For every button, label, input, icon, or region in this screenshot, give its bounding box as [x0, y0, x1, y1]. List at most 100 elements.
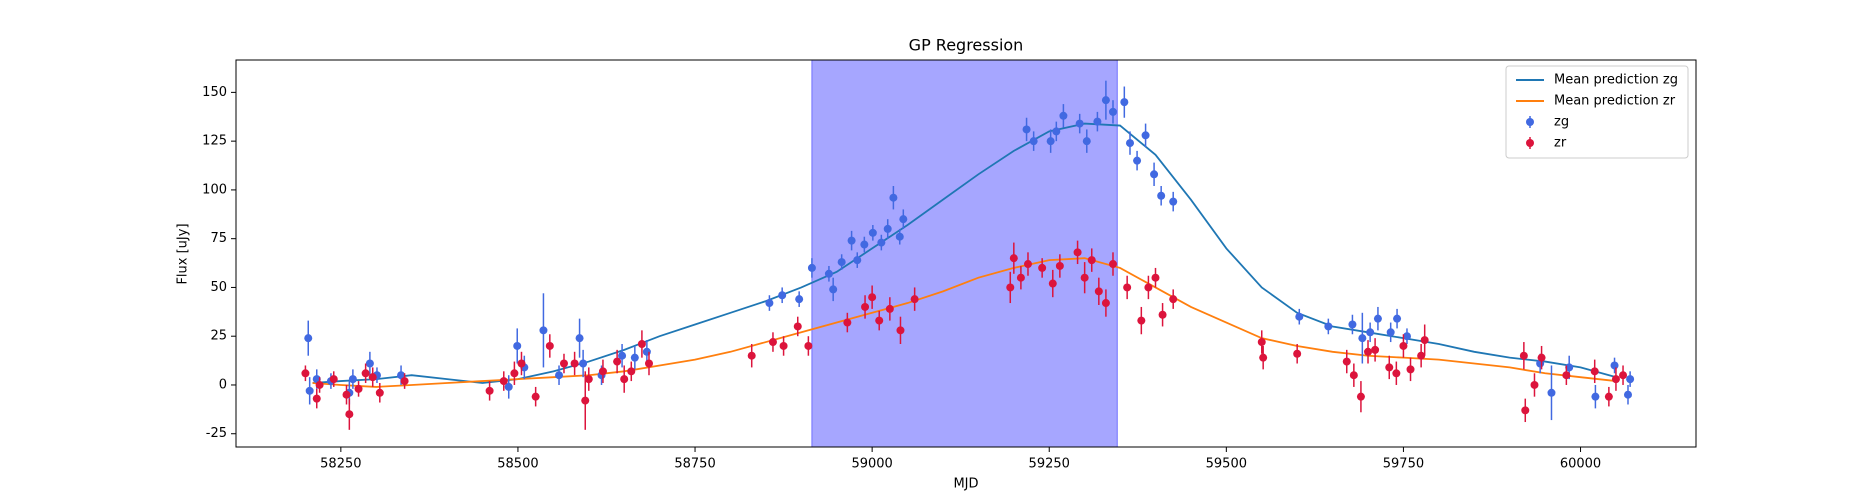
- data-point: [1094, 287, 1103, 296]
- data-point: [877, 238, 886, 247]
- x-tick-label: 59500: [1206, 457, 1247, 472]
- shaded-span: [811, 59, 1118, 448]
- data-point: [1123, 283, 1132, 292]
- data-point: [1406, 365, 1415, 374]
- data-point: [843, 318, 852, 327]
- data-point: [637, 340, 646, 349]
- x-tick-label: 58500: [497, 457, 538, 472]
- data-point: [1029, 137, 1038, 146]
- data-point: [1038, 263, 1047, 272]
- data-point: [1141, 131, 1150, 140]
- data-point: [1169, 197, 1178, 206]
- data-point: [1402, 332, 1411, 341]
- data-point: [1364, 347, 1373, 356]
- data-point: [1590, 367, 1599, 376]
- data-point: [499, 377, 508, 386]
- data-point: [1565, 363, 1574, 372]
- data-point: [895, 232, 904, 241]
- legend-marker: [1526, 118, 1534, 126]
- data-point: [581, 396, 590, 405]
- data-point: [1087, 256, 1096, 265]
- data-point: [1610, 361, 1619, 370]
- data-point: [837, 258, 846, 267]
- data-point: [765, 299, 774, 308]
- data-point: [1046, 137, 1055, 146]
- data-point: [868, 228, 877, 237]
- data-point: [1151, 273, 1160, 282]
- y-axis-label: Flux [uJy]: [176, 223, 191, 284]
- data-point: [555, 371, 564, 380]
- data-point: [1006, 283, 1015, 292]
- data-point: [301, 369, 310, 378]
- data-point: [1093, 117, 1102, 126]
- data-point: [1519, 351, 1528, 360]
- data-point: [747, 351, 756, 360]
- data-point: [400, 377, 409, 386]
- data-point: [1619, 371, 1628, 380]
- data-point: [539, 326, 548, 335]
- data-point: [804, 341, 813, 350]
- data-point: [620, 375, 629, 384]
- data-point: [768, 338, 777, 347]
- data-point: [1133, 156, 1142, 165]
- data-point: [1349, 371, 1358, 380]
- data-point: [1059, 111, 1068, 120]
- data-point: [348, 375, 357, 384]
- data-point: [807, 263, 816, 272]
- data-point: [1385, 363, 1394, 372]
- x-tick-label: 59250: [1029, 457, 1070, 472]
- data-point: [1048, 279, 1057, 288]
- data-point: [1562, 371, 1571, 380]
- data-point: [305, 386, 314, 395]
- data-point: [1016, 273, 1025, 282]
- data-point: [1293, 349, 1302, 358]
- data-point: [545, 341, 554, 350]
- data-point: [1611, 375, 1620, 384]
- data-point: [795, 295, 804, 304]
- data-point: [504, 382, 513, 391]
- data-point: [613, 357, 622, 366]
- data-point: [1144, 283, 1153, 292]
- data-point: [1356, 392, 1365, 401]
- x-tick-label: 59000: [851, 457, 892, 472]
- data-point: [365, 359, 374, 368]
- data-point: [1023, 260, 1032, 269]
- data-point: [1392, 369, 1401, 378]
- y-tick-label: 125: [202, 134, 227, 149]
- data-point: [1101, 299, 1110, 308]
- data-point: [570, 359, 579, 368]
- data-point: [778, 291, 787, 300]
- data-point: [627, 367, 636, 376]
- data-point: [899, 215, 908, 224]
- data-point: [1399, 341, 1408, 350]
- data-point: [315, 380, 324, 389]
- y-tick-label: 100: [202, 182, 227, 197]
- y-tick-label: -25: [206, 426, 227, 441]
- data-point: [1420, 336, 1429, 345]
- y-tick-label: 150: [202, 85, 227, 100]
- data-point: [1052, 127, 1061, 136]
- data-point: [875, 316, 884, 325]
- data-point: [485, 386, 494, 395]
- data-point: [1324, 322, 1333, 331]
- data-point: [345, 410, 354, 419]
- x-tick-label: 60000: [1560, 457, 1601, 472]
- data-point: [1366, 328, 1375, 337]
- data-point: [824, 269, 833, 278]
- data-point: [630, 353, 639, 362]
- data-point: [1373, 314, 1382, 323]
- data-point: [1137, 316, 1146, 325]
- data-point: [1257, 338, 1266, 347]
- data-point: [513, 341, 522, 350]
- data-point: [1393, 314, 1402, 323]
- data-point: [1108, 107, 1117, 116]
- axes-frame: [235, 59, 1697, 448]
- data-point: [329, 375, 338, 384]
- y-tick-label: 25: [210, 329, 227, 344]
- chart-title: GP Regression: [909, 36, 1024, 55]
- data-point: [1342, 357, 1351, 366]
- data-point: [375, 388, 384, 397]
- legend-box: [1505, 65, 1689, 159]
- data-point: [397, 371, 406, 380]
- data-point: [510, 369, 519, 378]
